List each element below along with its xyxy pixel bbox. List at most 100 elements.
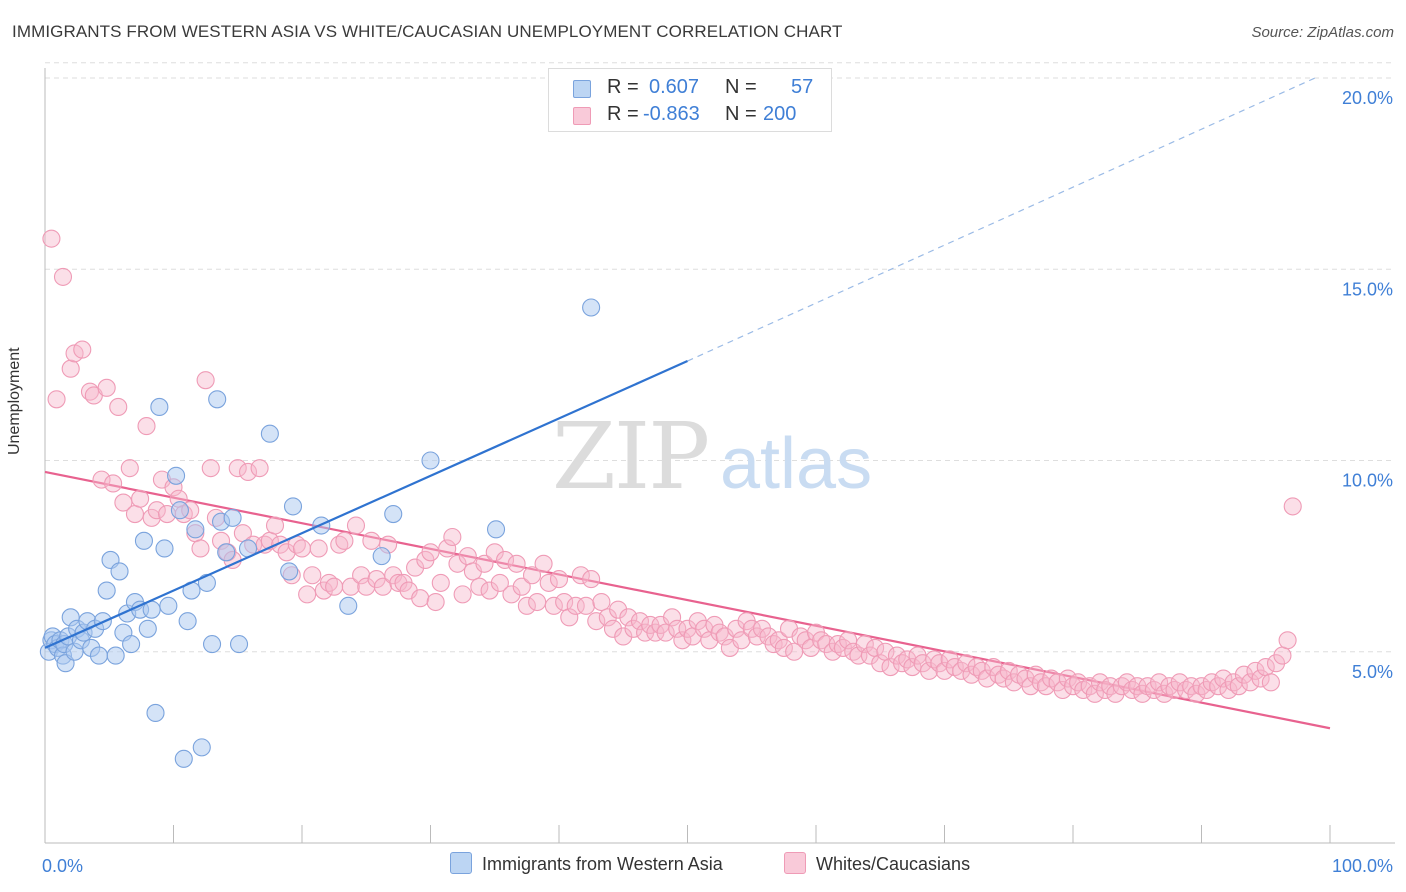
watermark: ZIP atlas bbox=[552, 403, 872, 510]
point-whites bbox=[1021, 677, 1040, 696]
legend-row-immigrants: R = 0.607 N = 57 bbox=[549, 74, 831, 100]
correlation-legend: R = 0.607 N = 57 R = -0.863 N = 200 bbox=[548, 68, 832, 132]
point-whites bbox=[298, 585, 317, 604]
point-whites bbox=[346, 516, 366, 535]
point-immigrants bbox=[150, 397, 169, 417]
point-immigrants bbox=[138, 619, 157, 638]
point-immigrants bbox=[89, 646, 109, 665]
point-whites bbox=[367, 570, 386, 589]
legend-r-label: R = bbox=[607, 76, 639, 98]
point-immigrants bbox=[122, 635, 141, 654]
point-whites bbox=[1170, 673, 1189, 692]
point-whites bbox=[534, 554, 553, 573]
point-whites bbox=[389, 573, 408, 592]
point-whites bbox=[1053, 680, 1072, 700]
point-whites bbox=[458, 547, 477, 566]
point-whites bbox=[566, 596, 585, 615]
watermark-zip: ZIP bbox=[552, 403, 708, 510]
point-whites bbox=[668, 619, 687, 638]
trend-line-immigrants-extension bbox=[687, 77, 1316, 362]
y-tick-label: 10.0% bbox=[1342, 471, 1393, 491]
point-whites bbox=[431, 573, 450, 592]
point-immigrants bbox=[223, 508, 242, 527]
point-whites bbox=[549, 570, 569, 589]
point-whites bbox=[1214, 669, 1233, 688]
point-whites bbox=[507, 554, 526, 573]
point-whites bbox=[1273, 646, 1292, 665]
point-whites bbox=[47, 390, 66, 409]
point-immigrants bbox=[167, 466, 186, 485]
point-whites bbox=[228, 459, 247, 478]
point-immigrants bbox=[339, 596, 358, 615]
point-whites bbox=[571, 566, 590, 585]
point-whites bbox=[1150, 673, 1169, 692]
point-whites bbox=[517, 596, 536, 615]
point-immigrants bbox=[174, 749, 193, 768]
bottom-legend-whites: Whites/Caucasians bbox=[784, 852, 970, 875]
point-whites bbox=[480, 581, 499, 600]
point-whites bbox=[903, 657, 922, 677]
legend-row-whites: R = -0.863 N = 200 bbox=[549, 101, 831, 127]
point-whites bbox=[1278, 631, 1297, 650]
point-whites bbox=[624, 619, 643, 638]
point-immigrants bbox=[280, 562, 299, 581]
point-whites bbox=[292, 539, 312, 558]
point-immigrants bbox=[283, 497, 303, 516]
point-immigrants bbox=[192, 738, 211, 757]
point-immigrants bbox=[229, 635, 249, 654]
point-whites bbox=[592, 592, 611, 612]
point-whites bbox=[587, 612, 606, 631]
x-tick-label-max: 100.0% bbox=[1332, 856, 1393, 876]
point-whites bbox=[1266, 654, 1286, 673]
point-whites bbox=[576, 596, 596, 615]
y-tick-label: 20.0% bbox=[1342, 88, 1393, 108]
y-axis-label: Unemployment bbox=[6, 347, 23, 455]
point-whites bbox=[1106, 684, 1125, 703]
point-whites bbox=[957, 654, 976, 673]
legend-n-label: N = bbox=[725, 76, 757, 98]
bottom-legend-swatch-pink bbox=[784, 852, 806, 874]
point-whites bbox=[73, 340, 92, 359]
point-whites bbox=[341, 577, 360, 596]
point-immigrants bbox=[178, 612, 197, 631]
point-whites bbox=[560, 608, 579, 627]
point-whites bbox=[752, 619, 772, 638]
point-whites bbox=[265, 516, 285, 535]
point-immigrants bbox=[486, 520, 506, 539]
point-whites bbox=[406, 558, 425, 577]
legend-swatch-pink bbox=[573, 107, 591, 125]
point-whites bbox=[663, 608, 682, 627]
point-whites bbox=[544, 596, 563, 615]
point-whites bbox=[619, 608, 638, 627]
point-whites bbox=[125, 504, 144, 524]
bottom-legend-label: Immigrants from Western Asia bbox=[482, 854, 723, 874]
point-whites bbox=[528, 592, 547, 612]
point-whites bbox=[630, 612, 650, 631]
point-whites bbox=[109, 397, 128, 417]
point-whites bbox=[855, 635, 874, 654]
point-whites bbox=[475, 554, 494, 573]
point-immigrants bbox=[186, 520, 205, 539]
legend-r-label: R = bbox=[607, 103, 639, 125]
chart-title: IMMIGRANTS FROM WESTERN ASIA VS WHITE/CA… bbox=[12, 22, 843, 41]
point-whites bbox=[250, 459, 269, 478]
point-immigrants bbox=[159, 596, 178, 615]
point-immigrants bbox=[260, 424, 279, 443]
point-whites bbox=[421, 543, 440, 562]
watermark-atlas: atlas bbox=[720, 424, 872, 504]
point-whites bbox=[871, 654, 890, 673]
point-whites bbox=[352, 566, 371, 585]
legend-n-value: 57 bbox=[791, 76, 814, 98]
point-whites bbox=[309, 539, 328, 558]
point-whites bbox=[470, 577, 489, 596]
point-whites bbox=[120, 459, 139, 478]
point-immigrants bbox=[170, 501, 189, 520]
point-whites bbox=[373, 577, 393, 596]
point-whites bbox=[522, 566, 542, 585]
point-whites bbox=[598, 608, 617, 627]
point-whites bbox=[335, 531, 354, 550]
point-whites bbox=[61, 359, 80, 378]
point-immigrants bbox=[110, 562, 129, 581]
y-tick-label: 5.0% bbox=[1352, 662, 1393, 682]
point-whites bbox=[362, 531, 381, 550]
